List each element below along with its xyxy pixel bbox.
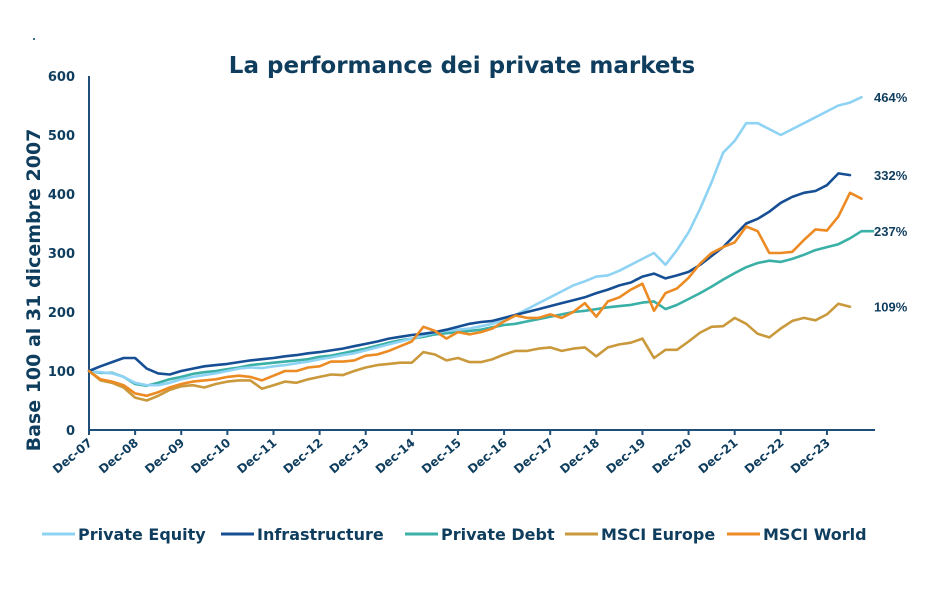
y-tick-label: 400 [48,188,75,203]
legend-label: MSCI World [763,525,867,544]
x-tick-label: Dec-14 [373,436,418,477]
x-tick-label: Dec-11 [234,436,279,477]
x-tick-label: Dec-17 [511,436,556,477]
x-tick-label: Dec-22 [742,436,787,477]
x-tick-label: Dec-12 [281,436,326,477]
legend: Private Equity Infrastructure Private Debt… [42,525,867,544]
x-tick-label: Dec-20 [650,436,695,477]
x-tick-label: Dec-23 [788,436,833,477]
end-label-private-debt: 237% [874,224,908,239]
legend-label: MSCI Europe [601,525,715,544]
x-tick-label: Dec-19 [603,436,648,477]
x-tick-label: Dec-13 [327,436,372,477]
series-line-msci-europe [87,302,852,402]
corner-mark [33,38,35,40]
end-label-infrastructure: 332% [874,168,908,183]
end-label-msci-europe: 109% [874,300,908,315]
x-tick-label: Dec-07 [50,436,95,477]
series-lines [87,95,875,402]
x-tick-label: Dec-18 [557,436,602,477]
y-tick-label: 200 [48,306,75,321]
legend-label: Private Equity [78,525,206,544]
y-tick-label: 500 [48,129,75,144]
x-tick-label: Dec-10 [188,436,233,477]
end-labels: 464% 332% 237% 109% [874,90,908,314]
y-ticks: 0 100 200 300 400 500 600 [48,70,75,439]
x-tick-label: Dec-21 [696,436,741,477]
y-axis-label: Base 100 al 31 dicembre 2007 [23,129,45,452]
x-ticks: Dec-07 Dec-08 Dec-09 Dec-10 Dec-11 Dec-12 Dec-… [50,430,833,476]
end-label-private-equity: 464% [874,90,908,105]
y-tick-label: 0 [66,424,75,439]
x-tick-label: Dec-16 [465,436,510,477]
chart-title: La performance dei private markets [229,53,695,79]
series-line-private-debt [87,229,875,388]
y-tick-label: 100 [48,365,75,380]
legend-label: Infrastructure [257,525,384,544]
y-tick-label: 600 [48,70,75,85]
y-tick-label: 300 [48,247,75,262]
series-line-private-equity [87,95,863,387]
x-tick-label: Dec-15 [419,436,464,477]
series-line-msci-world [87,191,863,398]
x-tick-label: Dec-09 [142,436,187,477]
x-tick-label: Dec-08 [96,436,141,477]
legend-label: Private Debt [441,525,555,544]
